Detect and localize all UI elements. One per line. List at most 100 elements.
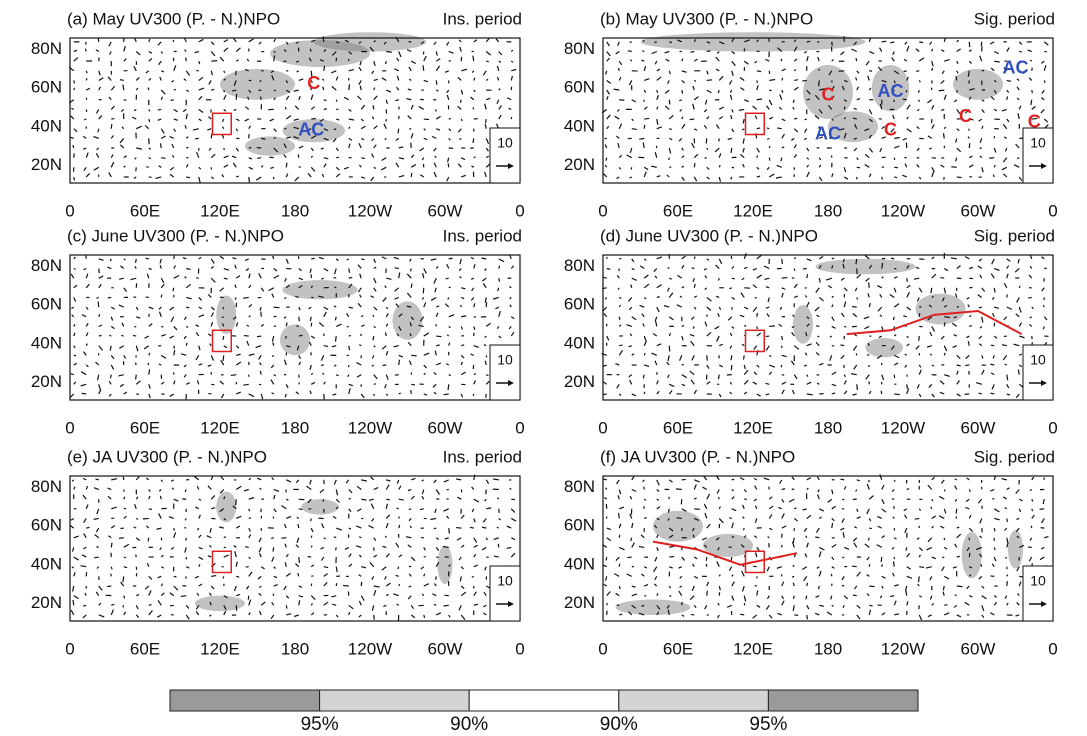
wind-vector bbox=[372, 117, 373, 119]
wind-vector bbox=[311, 148, 313, 151]
wind-vector bbox=[894, 335, 896, 336]
wind-vector bbox=[632, 490, 636, 492]
wind-vector bbox=[707, 71, 708, 75]
wind-vector bbox=[844, 288, 847, 291]
wind-vector bbox=[754, 478, 757, 480]
wind-vector bbox=[260, 363, 262, 365]
wind-vector bbox=[185, 50, 187, 52]
wind-vector bbox=[449, 326, 451, 327]
wind-vector bbox=[769, 90, 771, 91]
wind-vector bbox=[357, 96, 361, 100]
wind-vector bbox=[411, 384, 415, 385]
wind-vector bbox=[939, 496, 944, 499]
wind-vector bbox=[957, 615, 961, 617]
wind-vector bbox=[717, 562, 719, 567]
wind-vector bbox=[374, 555, 377, 557]
wind-vector bbox=[793, 596, 794, 599]
wind-vector bbox=[1005, 148, 1006, 151]
wind-vector bbox=[99, 346, 103, 351]
wind-vector bbox=[804, 528, 807, 532]
wind-vector bbox=[1005, 507, 1007, 508]
wind-vector bbox=[782, 336, 783, 340]
wind-vector bbox=[919, 394, 921, 397]
wind-vector bbox=[499, 266, 500, 269]
wind-vector bbox=[383, 546, 387, 547]
wind-vector bbox=[99, 615, 105, 617]
wind-vector bbox=[1007, 259, 1011, 261]
pattern-label: C bbox=[884, 119, 897, 139]
wind-vector bbox=[161, 52, 162, 54]
wind-vector bbox=[94, 137, 99, 139]
wind-vector bbox=[361, 394, 364, 398]
wind-vector bbox=[667, 362, 670, 365]
wind-vector bbox=[249, 126, 251, 129]
wind-vector bbox=[740, 78, 744, 81]
wind-vector bbox=[994, 557, 996, 561]
wind-vector bbox=[844, 381, 846, 385]
wind-vector bbox=[817, 567, 819, 569]
wind-vector bbox=[805, 129, 807, 133]
wind-vector bbox=[170, 593, 174, 596]
wind-vector bbox=[894, 394, 899, 395]
wind-vector bbox=[359, 143, 361, 148]
wind-vector bbox=[668, 355, 669, 361]
wind-vector bbox=[174, 499, 179, 501]
wind-vector bbox=[882, 177, 883, 180]
wind-vector bbox=[854, 526, 856, 528]
wind-vector bbox=[969, 515, 971, 518]
wind-vector bbox=[644, 172, 646, 177]
wind-vector bbox=[644, 259, 646, 261]
wind-vector bbox=[707, 90, 712, 93]
panel-title: (a) May UV300 (P. - N.)NPO bbox=[67, 9, 280, 28]
wind-vector bbox=[349, 498, 351, 499]
wind-vector bbox=[682, 177, 685, 181]
reference-label: 10 bbox=[1030, 573, 1046, 589]
wind-vector bbox=[732, 497, 734, 500]
wind-vector bbox=[991, 274, 994, 279]
wind-vector bbox=[932, 49, 933, 52]
wind-vector bbox=[499, 106, 502, 110]
wind-vector bbox=[769, 365, 775, 367]
wind-vector bbox=[644, 365, 649, 366]
x-tick-label: 180 bbox=[814, 639, 842, 658]
wind-vector bbox=[1007, 266, 1009, 269]
wind-vector bbox=[757, 80, 758, 82]
wind-vector bbox=[394, 69, 398, 71]
wind-vector bbox=[693, 564, 695, 567]
wind-vector bbox=[199, 499, 201, 500]
wind-vector bbox=[782, 69, 786, 71]
wind-vector bbox=[407, 293, 411, 297]
wind-vector bbox=[989, 158, 994, 159]
wind-vector bbox=[617, 480, 620, 484]
wind-vector bbox=[644, 118, 649, 119]
wind-vector bbox=[358, 265, 361, 269]
wind-vector bbox=[1018, 370, 1019, 375]
wind-vector bbox=[124, 544, 129, 547]
wind-vector bbox=[957, 556, 960, 557]
wind-vector bbox=[394, 346, 399, 347]
wind-vector bbox=[224, 165, 228, 167]
wind-vector bbox=[731, 115, 732, 119]
wind-vector bbox=[932, 557, 936, 559]
wind-vector bbox=[629, 307, 631, 310]
wind-vector bbox=[319, 323, 324, 327]
wind-vector bbox=[160, 312, 162, 317]
wind-vector bbox=[615, 364, 619, 365]
wind-vector bbox=[669, 148, 670, 153]
wind-vector bbox=[866, 61, 869, 65]
wind-vector bbox=[224, 48, 228, 52]
wind-vector bbox=[295, 177, 299, 181]
wind-vector bbox=[74, 177, 75, 180]
wind-vector bbox=[124, 516, 127, 518]
wind-vector bbox=[694, 605, 696, 607]
wind-vector bbox=[493, 297, 499, 299]
wind-vector bbox=[209, 615, 211, 616]
wind-vector bbox=[374, 79, 378, 80]
wind-vector bbox=[184, 336, 186, 339]
wind-vector bbox=[744, 603, 745, 605]
wind-vector bbox=[982, 317, 983, 323]
wind-vector bbox=[382, 158, 387, 161]
wind-vector bbox=[434, 42, 436, 45]
wind-vector bbox=[616, 593, 620, 595]
